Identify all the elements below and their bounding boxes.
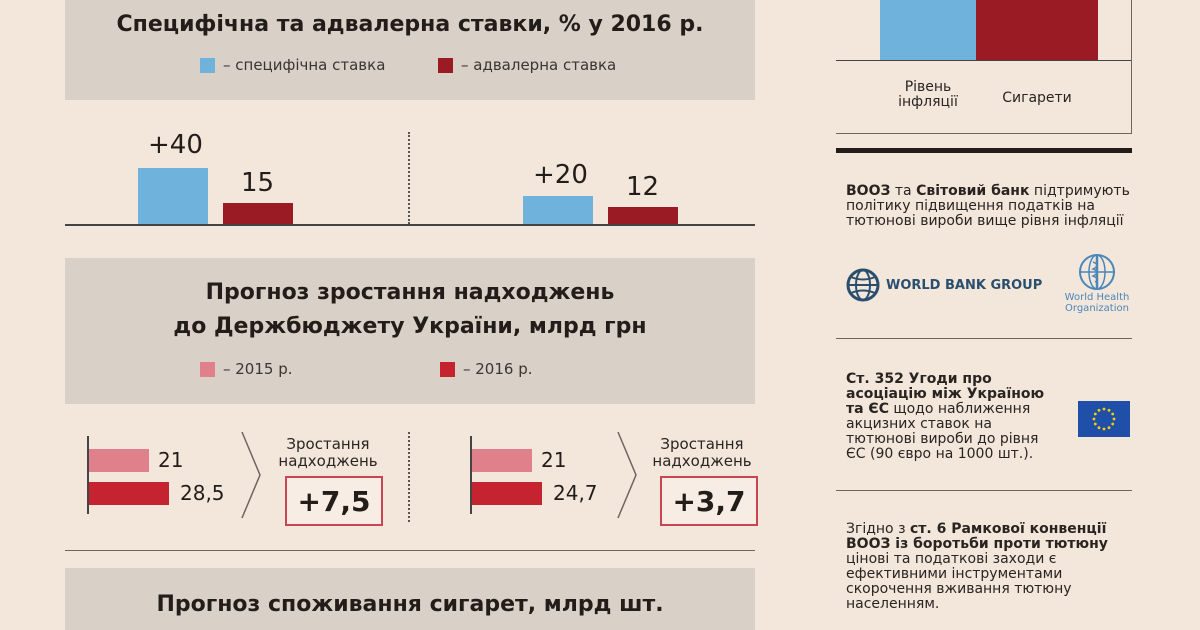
chart2-g2-growth-value: +3,7 — [660, 476, 758, 526]
growth-label-line2: надходжень — [278, 452, 378, 470]
chart4-inflation-bar — [880, 0, 976, 60]
growth-label-line1: Зростання — [286, 435, 370, 453]
chart1-g1-advalorem-bar — [223, 203, 293, 224]
chart1-legend-specific: – специфічна ставка — [200, 56, 385, 74]
growth-label-line1: Зростання — [660, 435, 744, 453]
who-logo: World Health Organization — [1062, 252, 1132, 314]
legend-label-2015: – 2015 р. — [223, 360, 293, 378]
chart2-g1-2016-bar — [89, 482, 169, 505]
chart2-baseline — [65, 550, 755, 551]
chart4-label-inflation: Рівень інфляції — [880, 80, 976, 110]
chart3-title: Прогноз споживання сигарет, млрд шт. — [156, 592, 664, 617]
chart2-legend-2016: – 2016 р. — [440, 360, 533, 378]
sidebar-thick-divider — [836, 148, 1132, 153]
chart2-g2-chevron-icon — [617, 431, 637, 519]
chart1-legend-advalorem: – адвалерна ставка — [438, 56, 616, 74]
chart2-title-line1: Прогноз зростання надходжень — [205, 280, 615, 305]
chart2-g2-axis — [470, 436, 472, 514]
chart2-header-panel — [65, 258, 755, 404]
association-strong: Ст. 352 Угоди про асоціацію між Україною… — [846, 371, 1045, 417]
chart4-baseline — [836, 60, 1132, 61]
chart2-g2-2016-bar — [472, 482, 542, 505]
chart2-legend-2015: – 2015 р. — [200, 360, 293, 378]
chart1-g2-advalorem-bar — [608, 207, 678, 224]
sidebar-divider-1 — [836, 338, 1132, 339]
legend-label-specific: – специфічна ставка — [223, 56, 386, 74]
chart1-divider — [408, 132, 410, 224]
world-bank-logo: WORLD BANK GROUP — [846, 268, 1042, 302]
chart4-right-border — [1131, 0, 1132, 134]
chart2-g1-2016-label: 28,5 — [180, 481, 225, 505]
chart2-g1-2015-label: 21 — [158, 448, 184, 472]
legend-swatch-2016 — [440, 361, 455, 377]
chart1-title: Специфічна та адвалерна ставки, % у 2016… — [116, 12, 704, 37]
chart4-label-cigarettes: Сигарети — [1002, 90, 1072, 106]
wb-strong: Світовий банк — [916, 183, 1030, 199]
chart1-header-panel — [65, 0, 755, 100]
chart3-header-panel — [65, 568, 755, 630]
world-bank-logo-text: WORLD BANK GROUP — [886, 277, 1043, 293]
chart4-cigarettes-bar — [976, 0, 1098, 60]
growth-label-line2: надходжень — [652, 452, 752, 470]
chart1-g1-specific-label: +40 — [148, 130, 203, 160]
who-emblem-icon — [1079, 254, 1115, 290]
globe-icon — [846, 268, 880, 302]
sidebar-divider-2 — [836, 490, 1132, 491]
chart2-g2-2015-bar — [472, 449, 532, 472]
chart2-g2-2016-label: 24,7 — [553, 481, 598, 505]
framework-pre: Згідно з — [846, 521, 910, 537]
chart1-g2-specific-label: +20 — [533, 160, 588, 190]
chart1-g1-specific-bar — [138, 168, 208, 224]
association-rest: щодо наближення акцизних ставок на тютюн… — [846, 401, 1039, 462]
who-logo-line2: Organization — [1065, 303, 1129, 314]
chart4-bottom-border — [836, 133, 1132, 134]
legend-swatch-advalorem — [438, 57, 453, 73]
sidebar-association-text: Ст. 352 Угоди про асоціацію між Україною… — [846, 372, 1046, 462]
who-logo-line1: World Health — [1064, 292, 1130, 303]
legend-swatch-2015 — [200, 361, 215, 377]
framework-rest: цінові та податкові заходи є ефективними… — [846, 551, 1072, 612]
chart1-g2-advalorem-label: 12 — [626, 172, 660, 202]
inflation-label-line1: Рівень — [904, 79, 952, 95]
chart2-title-line2: до Держбюджету України, млрд грн — [173, 314, 647, 339]
chart2-g1-2015-bar — [89, 449, 149, 472]
who-wb-rest: підтримують політику підвищення податків… — [846, 183, 1130, 229]
chart1-baseline — [65, 224, 755, 226]
chart1-g2-specific-bar — [523, 196, 593, 224]
chart2-g1-growth-label: Зростання надходжень — [278, 436, 378, 470]
eu-flag-icon — [1078, 401, 1130, 437]
who-strong: ВООЗ — [846, 183, 891, 199]
legend-label-advalorem: – адвалерна ставка — [461, 56, 617, 74]
chart1-g1-advalorem-label: 15 — [241, 168, 275, 198]
legend-label-2016: – 2016 р. — [463, 360, 533, 378]
chart2-g2-growth-label: Зростання надходжень — [652, 436, 752, 470]
chart2-g2-2015-label: 21 — [541, 448, 567, 472]
legend-swatch-specific — [200, 57, 215, 73]
chart2-g1-chevron-icon — [241, 431, 261, 519]
chart2-g1-growth-value: +7,5 — [285, 476, 383, 526]
sidebar-framework-text: Згідно з ст. 6 Рамкової конвенції ВООЗ і… — [846, 522, 1128, 612]
framework-strong: ст. 6 Рамкової конвенції ВООЗ із боротьб… — [846, 521, 1108, 552]
chart2-divider — [408, 432, 410, 522]
sidebar-who-wb-text: ВООЗ та Світовий банк підтримують політи… — [846, 184, 1136, 229]
inflation-label-line2: інфляції — [898, 94, 958, 110]
who-mid: та — [890, 183, 917, 199]
chart2-g1-axis — [87, 436, 89, 514]
